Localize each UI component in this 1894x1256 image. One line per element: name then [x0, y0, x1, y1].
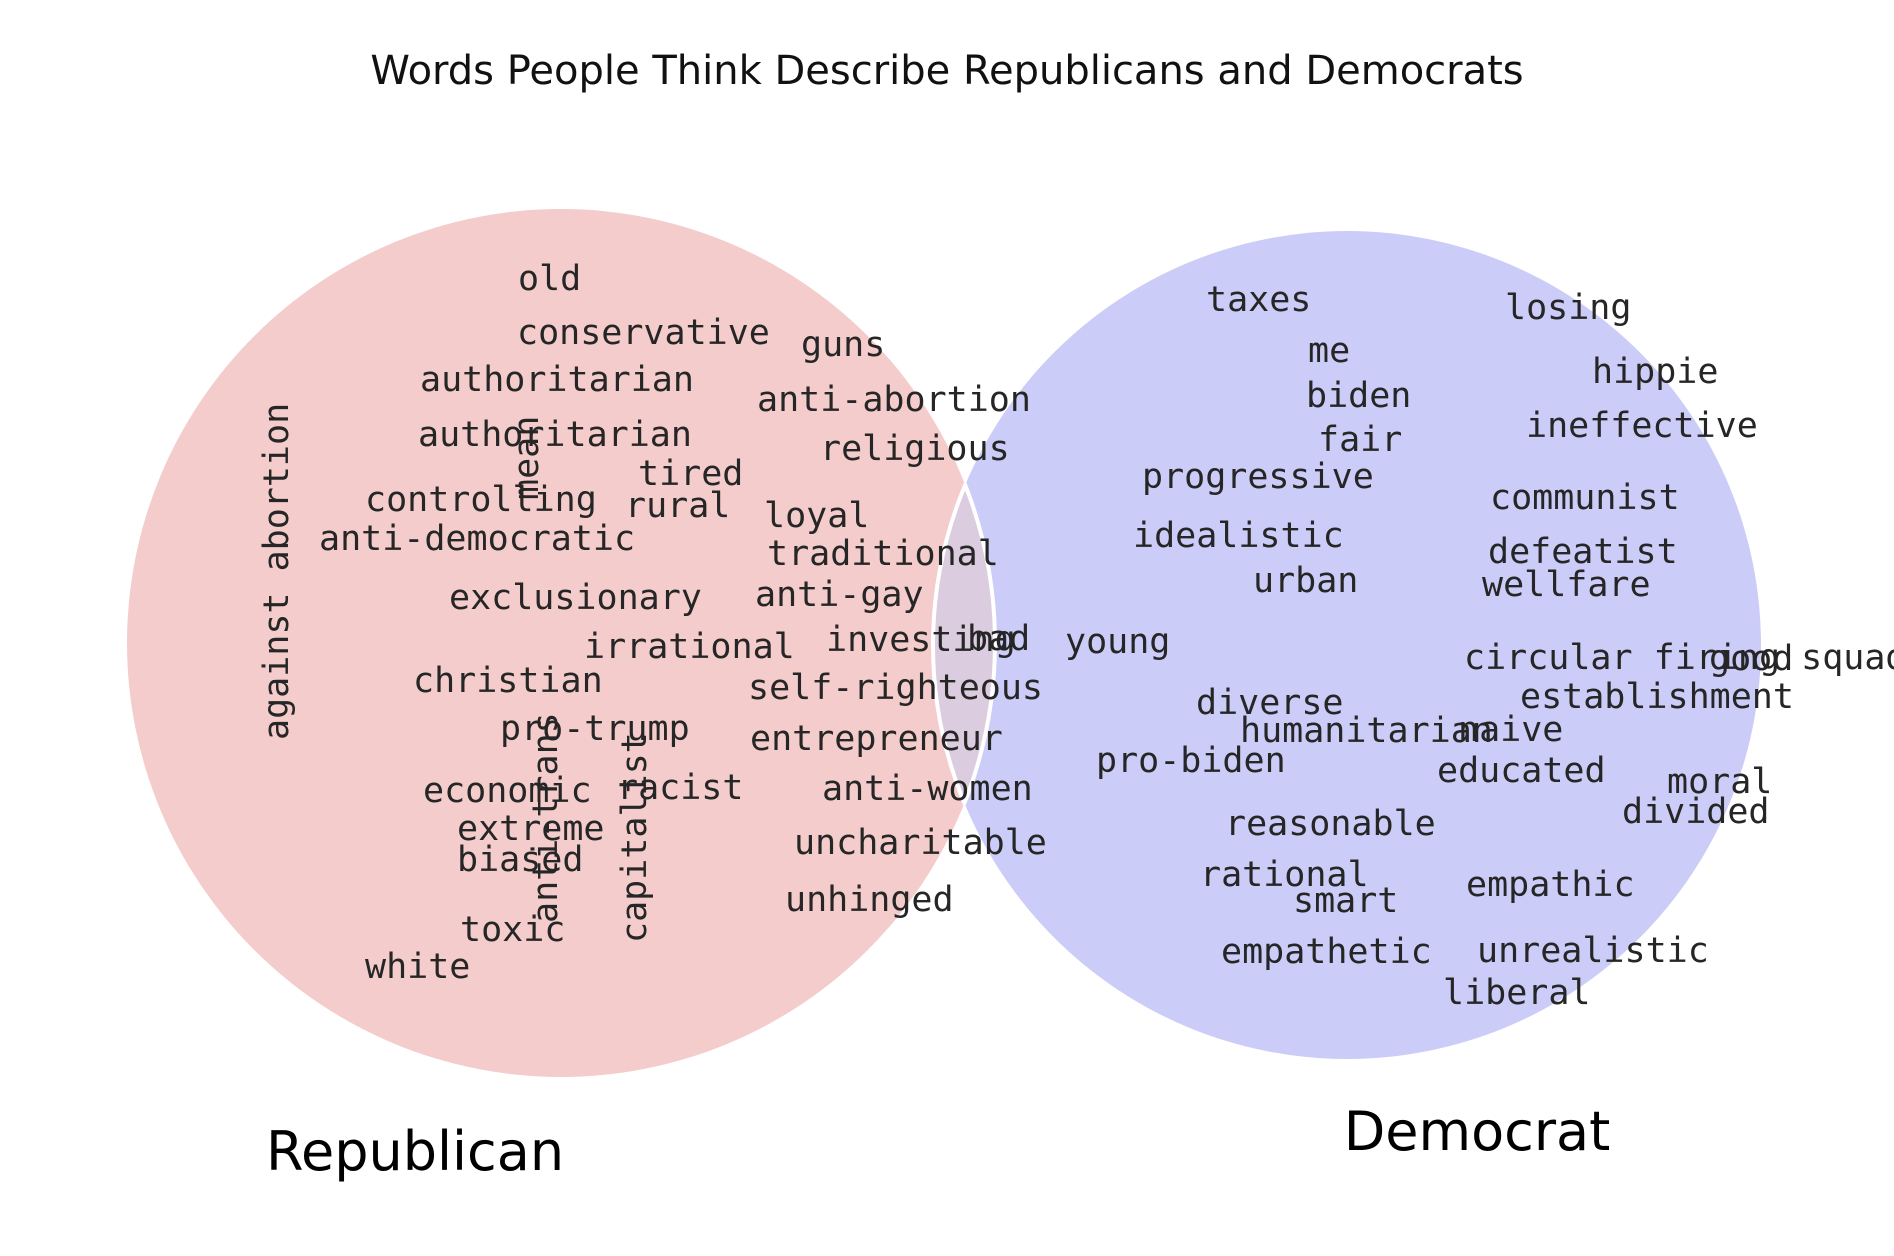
- overlap-words: bad: [967, 619, 1030, 659]
- word: extreme: [457, 809, 605, 849]
- word: rural: [625, 486, 730, 526]
- word: young: [1065, 622, 1170, 662]
- word: me: [1308, 331, 1350, 371]
- word: capitalist: [615, 732, 655, 943]
- word: irrational: [584, 627, 795, 667]
- word: smart: [1293, 881, 1398, 921]
- word: progressive: [1142, 457, 1374, 497]
- word: moral: [1667, 762, 1772, 802]
- word: religious: [820, 429, 1010, 469]
- word: idealistic: [1133, 516, 1344, 556]
- democrat-words: taxes losing me hippie biden fair ineffe…: [1065, 280, 1894, 1013]
- diagram-title: Words People Think Describe Republicans …: [370, 48, 1523, 94]
- word: self-righteous: [748, 668, 1043, 708]
- word: traditional: [767, 534, 999, 574]
- word: racist: [617, 768, 743, 808]
- word: educated: [1437, 751, 1606, 791]
- word: anti-gay: [755, 575, 924, 615]
- republican-circle-outline: [933, 231, 997, 1059]
- word: anti-abortion: [757, 380, 1031, 420]
- word: good: [1709, 639, 1793, 679]
- word: anti-trans: [526, 712, 566, 923]
- word: empathic: [1466, 865, 1635, 905]
- word: entrepreneur: [750, 719, 1003, 759]
- word: pro-biden: [1096, 741, 1286, 781]
- republican-circle: [127, 209, 995, 1077]
- word: fair: [1318, 420, 1402, 460]
- word: old: [518, 259, 581, 299]
- word: rational: [1200, 855, 1369, 895]
- word: guns: [801, 325, 885, 365]
- word: hippie: [1592, 352, 1718, 392]
- word: naive: [1458, 710, 1563, 750]
- word: biden: [1306, 376, 1411, 416]
- word: unrealistic: [1477, 931, 1709, 971]
- word: anti-women: [822, 769, 1033, 809]
- word: ineffective: [1526, 406, 1758, 446]
- word: conservative: [517, 313, 770, 353]
- word: reasonable: [1225, 804, 1436, 844]
- word: losing: [1505, 288, 1631, 328]
- word: economic: [423, 771, 592, 811]
- democrat-label: Democrat: [1344, 1100, 1611, 1163]
- word: authoritarian: [420, 360, 694, 400]
- word: toxic: [460, 910, 565, 950]
- word: white: [365, 947, 470, 987]
- word: loyal: [764, 496, 869, 536]
- word: defeatist: [1488, 532, 1678, 572]
- word: taxes: [1206, 280, 1311, 320]
- word: establishment: [1520, 677, 1794, 717]
- word: liberal: [1443, 973, 1591, 1013]
- word: authoritarian: [418, 415, 692, 455]
- word: pro-trump: [500, 709, 690, 749]
- word: mean: [507, 416, 547, 500]
- word: urban: [1253, 561, 1358, 601]
- word: empathetic: [1221, 932, 1432, 972]
- democrat-circle-outline: [931, 229, 995, 1061]
- word: communist: [1490, 478, 1680, 518]
- democrat-circle: [933, 231, 1761, 1059]
- word: wellfare: [1482, 565, 1651, 605]
- word: unhinged: [785, 880, 954, 920]
- word: uncharitable: [794, 823, 1047, 863]
- republican-words: old conservative guns authoritarian anti…: [257, 259, 1047, 987]
- word: against abortion: [257, 403, 297, 740]
- word: anti-democratic: [319, 519, 635, 559]
- word: divided: [1622, 792, 1770, 832]
- word: circular firing squad: [1464, 638, 1894, 678]
- word: biased: [457, 840, 583, 880]
- word: humanitarian: [1240, 711, 1493, 751]
- republican-label: Republican: [266, 1120, 564, 1183]
- word: investing: [826, 620, 1016, 660]
- word: christian: [413, 661, 603, 701]
- word: controlling: [365, 480, 597, 520]
- word: bad: [967, 619, 1030, 659]
- word: diverse: [1196, 683, 1344, 723]
- word: tired: [638, 454, 743, 494]
- word: exclusionary: [449, 578, 702, 618]
